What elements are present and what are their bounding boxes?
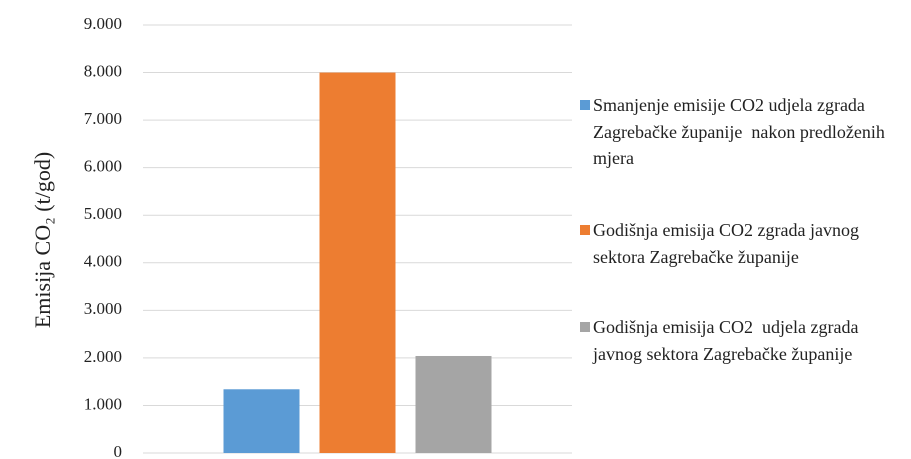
bar [223,389,300,453]
y-tick-label: 9.000 [84,14,122,33]
y-tick-label: 4.000 [84,252,122,271]
y-tick-label: 3.000 [84,299,122,318]
y-axis-label: Emisija CO₂ (t/god) [30,152,55,328]
bar [415,355,492,453]
legend-item: Smanjenje emisije CO2 udjela zgrada Zagr… [580,92,905,172]
legend-label: Smanjenje emisije CO2 udjela zgrada Zagr… [593,95,890,168]
legend-label: Godišnja emisija CO2 zgrada javnog sekto… [593,220,864,267]
legend-swatch [580,100,590,110]
y-tick-label: 6.000 [84,157,122,176]
y-tick-label: 2.000 [84,347,122,366]
legend-item: Godišnja emisija CO2 zgrada javnog sekto… [580,217,905,270]
y-tick-label: 0 [114,442,123,459]
y-tick-label: 7.000 [84,109,122,128]
legend-swatch [580,322,590,332]
bar [319,72,396,454]
legend-swatch [580,225,590,235]
y-tick-label: 5.000 [84,204,122,223]
y-tick-label: 8.000 [84,61,122,80]
y-tick-label: 1.000 [84,394,122,413]
legend-label: Godišnja emisija CO2 udjela zgrada javno… [593,317,863,364]
legend-item: Godišnja emisija CO2 udjela zgrada javno… [580,314,905,367]
